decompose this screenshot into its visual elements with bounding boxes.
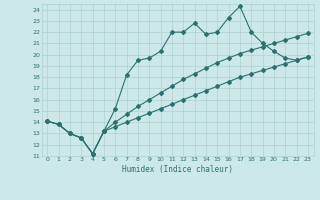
X-axis label: Humidex (Indice chaleur): Humidex (Indice chaleur) <box>122 165 233 174</box>
